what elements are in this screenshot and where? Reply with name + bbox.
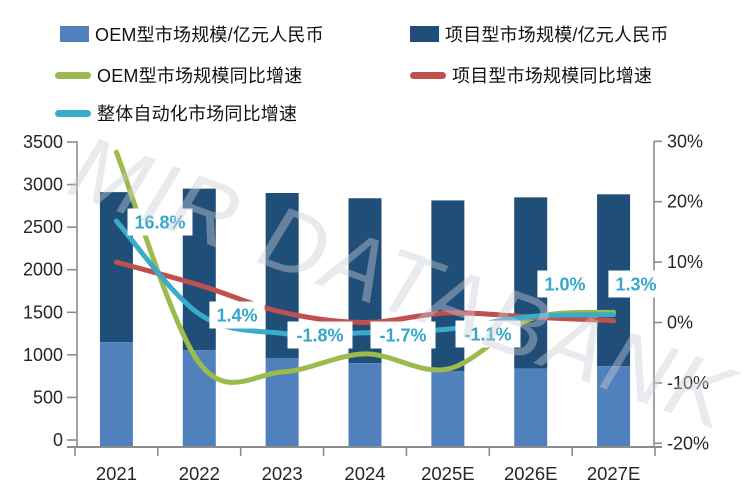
x-axis-category-label: 2025E	[421, 463, 475, 484]
x-axis-category-label: 2023	[262, 463, 303, 484]
data-label-value: 1.0%	[544, 275, 585, 295]
oem-bar-segment	[348, 363, 382, 447]
left-axis-tick-label: 500	[33, 387, 63, 407]
x-axis-category-label: 2024	[344, 463, 385, 484]
oem-bar-segment	[597, 366, 631, 447]
legend-line-swatch-icon	[55, 71, 91, 79]
bars-group	[99, 188, 631, 447]
x-axis-category-label: 2021	[96, 463, 137, 484]
legend-line-swatch-icon	[55, 109, 91, 117]
right-axis-tick-label: -20%	[667, 433, 709, 453]
oem-bar-segment	[99, 342, 133, 447]
left-axis-tick-label: 3000	[23, 175, 63, 195]
legend-item: 项目型市场规模同比增速	[410, 62, 652, 88]
data-label-box	[127, 208, 193, 236]
oem-growth-line	[113, 149, 617, 385]
legend-bar-swatch-icon	[410, 26, 439, 42]
data-label-box	[455, 320, 521, 348]
right-axis-tick-label: 20%	[667, 192, 703, 212]
data-label-box	[209, 301, 265, 329]
legend-item-label: 整体自动化市场同比增速	[97, 104, 298, 124]
right-axis-tick-label: 30%	[667, 131, 703, 151]
right-axis-tick-label: -10%	[667, 373, 709, 393]
data-label-value: 1.4%	[216, 306, 257, 326]
legend-item-label: OEM型市场规模同比增速	[97, 66, 303, 86]
oem-bar-segment	[514, 368, 548, 447]
legend-bar-swatch-icon	[60, 26, 89, 42]
data-label-value: -1.7%	[379, 326, 426, 346]
chart-legend: OEM型市场规模/亿元人民币 项目型市场规模/亿元人民币 OEM型市场规模同比增速 项…	[0, 0, 752, 130]
left-axis-tick-label: 2000	[23, 260, 63, 280]
legend-item-label: OEM型市场规模/亿元人民币	[95, 25, 324, 45]
oem-bar-segment	[431, 371, 465, 447]
data-label-box	[370, 321, 436, 349]
data-label-box	[287, 321, 353, 349]
data-label-box	[537, 270, 593, 298]
right-axis-tick-label: 10%	[667, 252, 703, 272]
legend-item: OEM型市场规模/亿元人民币	[60, 21, 324, 47]
x-axis-category-label: 2026E	[504, 463, 558, 484]
x-axis-category-label: 2027E	[587, 463, 641, 484]
data-label-value: -1.1%	[464, 325, 511, 345]
data-label-value: -1.8%	[296, 326, 343, 346]
left-axis-tick-label: 2500	[23, 217, 63, 237]
x-axis: 2021 2022 2023 2024 2025E 2026E 2027E	[67, 446, 662, 484]
legend-item: 整体自动化市场同比增速	[55, 100, 297, 126]
right-axis-tick-label: 0%	[667, 313, 693, 333]
legend-item-label: 项目型市场规模/亿元人民币	[445, 25, 669, 45]
overall-growth-line	[113, 218, 617, 338]
data-labels-group: 16.8% 1.4% -1.8% -1.7% -1.1% 1.0% 1.3%	[127, 208, 664, 349]
data-label-value: 16.8%	[134, 213, 185, 233]
legend-item: OEM型市场规模同比增速	[55, 62, 302, 88]
data-label-box	[608, 270, 664, 298]
left-axis-tick-label: 3500	[23, 132, 63, 152]
legend-item-label: 项目型市场规模同比增速	[452, 66, 653, 86]
legend-item: 项目型市场规模/亿元人民币	[410, 21, 669, 47]
left-axis: 3500 3000 2500 2000 1500 1000 500 0	[23, 132, 78, 450]
right-axis: 30% 20% 10% 0% -10% -20%	[653, 131, 709, 453]
left-axis-tick-label: 1000	[23, 345, 63, 365]
x-axis-category-label: 2022	[179, 463, 220, 484]
left-axis-tick-label: 0	[53, 430, 63, 450]
legend-line-swatch-icon	[410, 71, 446, 79]
data-label-value: 1.3%	[615, 275, 656, 295]
left-axis-tick-label: 1500	[23, 302, 63, 322]
